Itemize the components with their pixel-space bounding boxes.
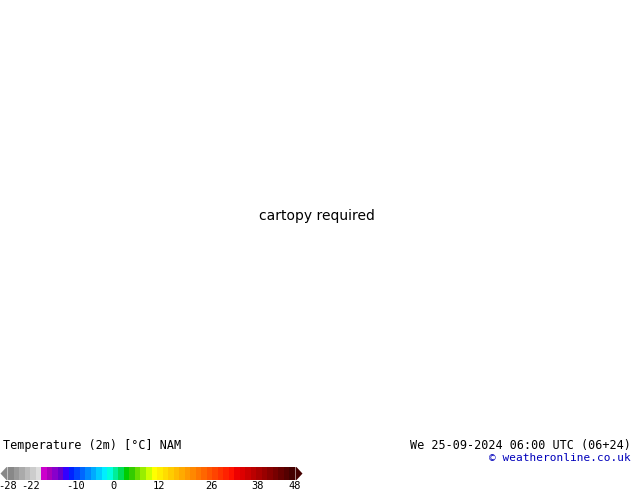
Bar [74, 467, 80, 480]
Bar [85, 467, 91, 480]
Text: 0: 0 [110, 481, 117, 490]
Text: -22: -22 [22, 481, 40, 490]
Bar [68, 467, 75, 480]
Bar [58, 467, 63, 480]
Bar [96, 467, 102, 480]
Bar [102, 467, 108, 480]
Bar [25, 467, 30, 480]
Bar [124, 467, 130, 480]
Text: -28: -28 [0, 481, 17, 490]
Bar [184, 467, 190, 480]
Text: -10: -10 [67, 481, 86, 490]
Bar [229, 467, 235, 480]
Bar [278, 467, 284, 480]
Text: 38: 38 [251, 481, 264, 490]
Bar [157, 467, 163, 480]
Bar [273, 467, 279, 480]
Bar [251, 467, 257, 480]
FancyArrow shape [1, 467, 8, 480]
Text: We 25-09-2024 06:00 UTC (06+24): We 25-09-2024 06:00 UTC (06+24) [410, 439, 631, 452]
Bar [201, 467, 207, 480]
Bar [290, 467, 295, 480]
Bar [174, 467, 179, 480]
Bar [245, 467, 251, 480]
Text: 26: 26 [205, 481, 218, 490]
Bar [135, 467, 141, 480]
Bar [80, 467, 86, 480]
Bar [223, 467, 229, 480]
Bar [113, 467, 119, 480]
Bar [91, 467, 96, 480]
Bar [13, 467, 20, 480]
Bar [240, 467, 245, 480]
Bar [19, 467, 25, 480]
Bar [207, 467, 212, 480]
Bar [217, 467, 224, 480]
Bar [30, 467, 36, 480]
Bar [168, 467, 174, 480]
Bar [152, 467, 157, 480]
Bar [107, 467, 113, 480]
Bar [52, 467, 58, 480]
Bar [256, 467, 262, 480]
Bar [179, 467, 185, 480]
Bar [36, 467, 41, 480]
Text: cartopy required: cartopy required [259, 209, 375, 222]
Bar [284, 467, 290, 480]
Bar [119, 467, 124, 480]
Bar [196, 467, 202, 480]
Bar [212, 467, 218, 480]
Text: 48: 48 [288, 481, 301, 490]
FancyArrow shape [295, 467, 302, 480]
Text: © weatheronline.co.uk: © weatheronline.co.uk [489, 453, 631, 463]
Bar [47, 467, 53, 480]
Bar [235, 467, 240, 480]
Bar [190, 467, 196, 480]
Bar [146, 467, 152, 480]
Bar [63, 467, 69, 480]
Text: Temperature (2m) [°C] NAM: Temperature (2m) [°C] NAM [3, 439, 181, 452]
Bar [162, 467, 169, 480]
Bar [129, 467, 135, 480]
Bar [262, 467, 268, 480]
Text: 12: 12 [153, 481, 165, 490]
Bar [8, 467, 14, 480]
Bar [41, 467, 47, 480]
Bar [141, 467, 146, 480]
Bar [268, 467, 273, 480]
